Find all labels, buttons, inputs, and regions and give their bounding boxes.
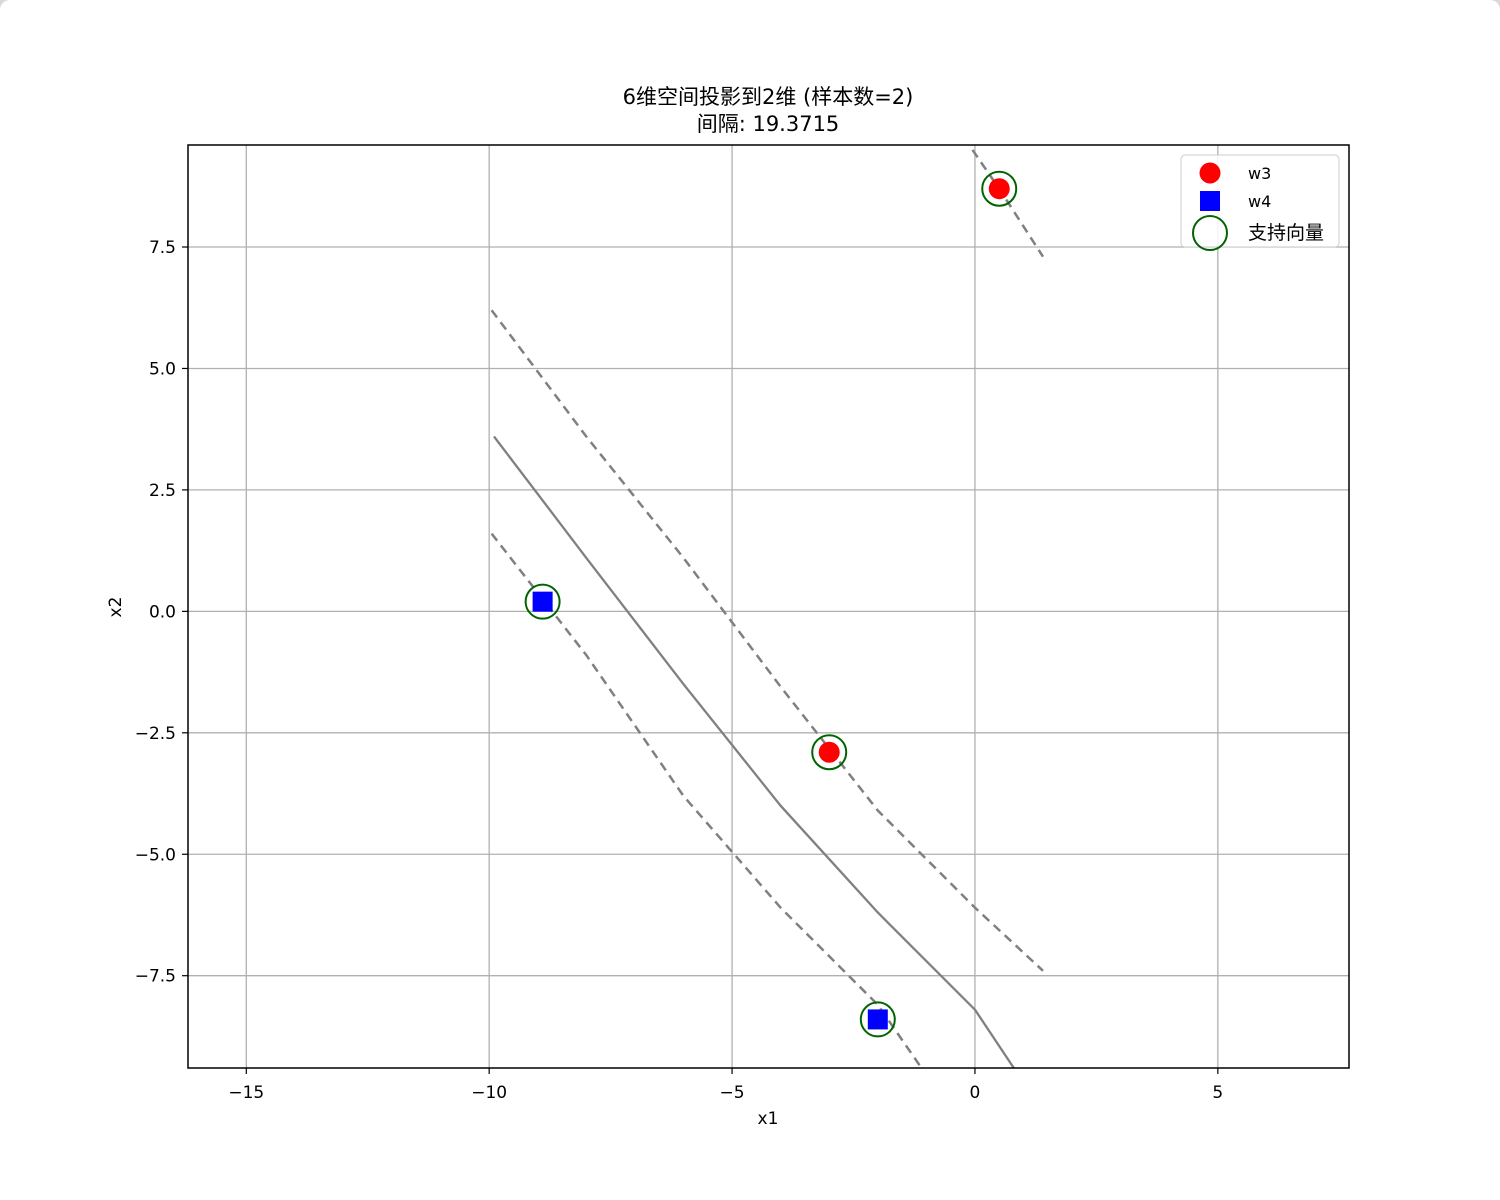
- legend-marker-w3: [1199, 162, 1221, 184]
- x-tick-label: −10: [471, 1083, 507, 1103]
- data-point-w4: [867, 1009, 888, 1030]
- x-axis-label: x1: [758, 1109, 779, 1129]
- y-tick-label: −2.5: [135, 724, 176, 744]
- margin-line: [490, 309, 1044, 972]
- legend-label: 支持向量: [1248, 222, 1324, 244]
- data-point-w3: [818, 741, 840, 763]
- x-tick-label: −15: [228, 1083, 264, 1103]
- y-tick-label: 2.5: [149, 481, 176, 501]
- chart-title: 6维空间投影到2维 (样本数=2): [623, 85, 914, 109]
- x-tick-label: −5: [720, 1083, 745, 1103]
- x-axis-ticks: −15 −10 −5 0 5: [228, 1068, 1223, 1103]
- axes-frame: [187, 144, 1350, 1069]
- legend-marker-support-vector: [1192, 215, 1228, 251]
- support-vector-marker: [981, 170, 1018, 207]
- y-tick-label: 7.5: [149, 238, 176, 258]
- decision-boundary-line: [493, 435, 1015, 1068]
- legend: w3 w4 支持向量: [1180, 154, 1340, 251]
- legend-label: w4: [1248, 192, 1271, 211]
- y-tick-label: 0.0: [149, 602, 176, 622]
- support-vector-marker: [811, 734, 848, 771]
- y-axis-ticks: −7.5 −5.0 −2.5 0.0 2.5 5.0 7.5: [135, 238, 188, 987]
- support-vector-marker: [859, 1001, 896, 1038]
- y-tick-label: −7.5: [135, 967, 176, 987]
- legend-marker-w4: [1200, 191, 1220, 211]
- plot-points: [524, 170, 1018, 1038]
- chart-subtitle: 间隔: 19.3715: [697, 112, 840, 136]
- y-tick-label: 5.0: [149, 359, 176, 379]
- legend-label: w3: [1248, 164, 1271, 183]
- legend-box: [1180, 154, 1340, 248]
- chart-title-group: 6维空间投影到2维 (样本数=2) 间隔: 19.3715: [623, 85, 914, 136]
- margin-line: [490, 532, 923, 1068]
- y-axis-label: x2: [106, 597, 126, 618]
- plot-curves: [490, 149, 1045, 1068]
- grid: [188, 145, 1349, 1068]
- x-tick-label: 0: [970, 1083, 981, 1103]
- y-tick-label: −5.0: [135, 845, 176, 865]
- support-vector-marker: [524, 583, 561, 620]
- x-tick-label: 5: [1212, 1083, 1223, 1103]
- data-point-w3: [988, 178, 1010, 200]
- data-point-w4: [532, 591, 553, 612]
